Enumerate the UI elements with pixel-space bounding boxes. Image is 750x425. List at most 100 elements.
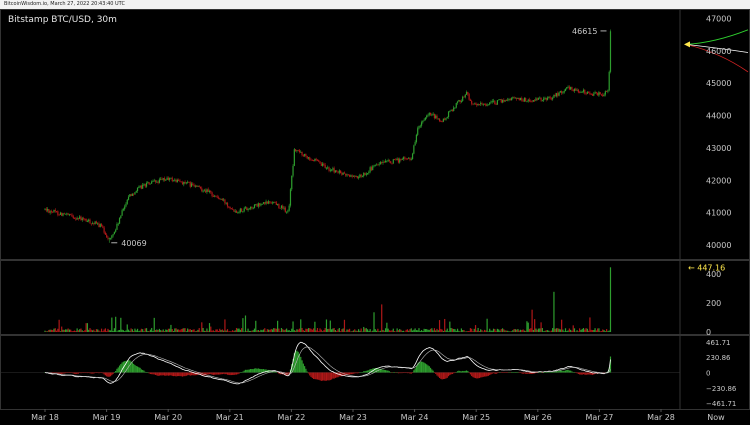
macd-histogram-bar [510,372,513,373]
candle-body [53,209,55,213]
macd-histogram-bar [447,372,450,377]
macd-histogram-bar [172,372,175,377]
candle [393,158,396,161]
candle-body [369,167,371,172]
volume-bar [211,330,213,332]
candle [474,102,477,105]
macd-histogram-bar [406,372,409,374]
candle-body [415,134,418,143]
candle-body [346,174,348,176]
volume-bar [292,321,294,332]
candle [477,103,479,106]
macd-histogram-bar [214,372,216,375]
volume-bar [436,328,438,332]
macd-histogram-bar [555,370,558,373]
volume-bar [561,319,563,332]
candle-body [365,173,367,175]
candle-body [170,177,172,179]
candle [286,211,288,214]
candle [106,233,108,238]
candle [95,220,98,224]
candle [514,97,516,99]
candle [508,97,510,102]
candle [226,201,229,209]
candle [395,158,397,161]
volume-bar [117,330,119,332]
candle [91,221,94,225]
volume-bar [323,330,325,332]
candle-body [332,168,334,170]
candle-body [329,169,331,171]
volume-bar [315,330,317,332]
volume-bar [64,329,67,332]
time-tick-label: Mar 18 [31,413,59,422]
macd-histogram-bar [558,370,560,373]
candle-body [339,170,342,174]
volume-bar [393,331,396,332]
candle-body [163,178,166,181]
candle [184,180,186,185]
candle [591,93,594,97]
candle [260,202,262,207]
candle-body [288,205,290,211]
candle-body [338,170,340,173]
macd-histogram-bar [84,372,86,373]
macd-histogram-bar [165,372,167,376]
candle-body [540,97,542,101]
volume-bar [189,329,191,332]
candle [469,98,472,102]
candle-body [561,91,563,94]
candle [369,165,371,174]
macd-histogram-bar [549,372,551,373]
candle-body [179,180,181,182]
candle-body [599,92,601,95]
candle-body [527,99,529,102]
volume-bar [53,328,55,332]
candle-body [491,101,493,102]
macd-histogram-bar [473,372,475,378]
volume-bar [341,329,343,332]
macd-histogram-bar [559,370,561,373]
candle-body [111,235,113,238]
candle [325,167,328,170]
macd-histogram-bar [446,372,448,378]
candle-body [419,125,421,127]
volume-bar [205,330,207,332]
volume-bar [437,330,439,332]
candle-body [508,98,510,100]
macd-histogram-bar [575,372,577,373]
candle [555,92,558,98]
candle [609,29,612,74]
volume-bar [559,329,561,332]
volume-bar [163,331,166,332]
volume-bar [207,330,209,332]
candle [585,92,587,96]
candle [476,102,478,108]
candle [584,89,586,95]
candle-body [238,212,240,213]
macd-histogram-bar [181,372,184,377]
volume-bar [504,330,506,332]
macd-histogram-bar [307,372,310,374]
macd-histogram-bar [584,372,586,375]
candle-body [257,203,259,207]
candle-body [185,182,187,184]
macd-histogram-bar [93,372,95,374]
candle [573,88,576,93]
candle [166,176,168,180]
candle-body [494,100,496,105]
volume-bar [295,330,297,332]
volume-bar [124,331,126,332]
macd-histogram-bar [375,368,378,373]
candle-body [184,181,186,184]
candle-body [566,87,568,89]
volume-bar [391,330,393,332]
volume-bar [606,329,608,332]
candle [210,190,212,194]
candle [361,175,364,178]
candle [246,206,248,211]
macd-histogram-bar [322,372,324,381]
volume-bar [428,329,430,332]
candle [530,99,532,103]
volume-bar [465,331,468,332]
